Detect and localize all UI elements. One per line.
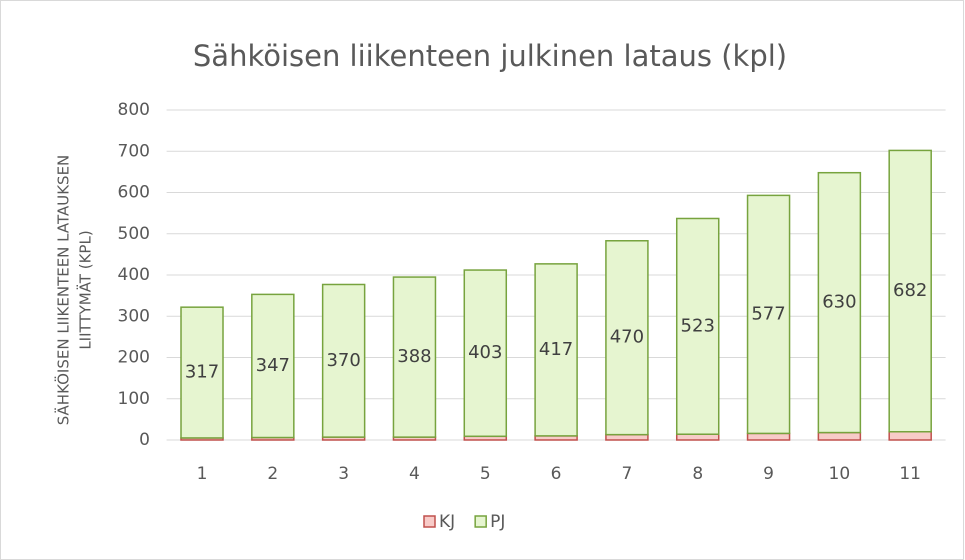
data-label: 523 bbox=[681, 315, 715, 336]
y-tick-label: 400 bbox=[118, 265, 150, 285]
x-tick-label: 8 bbox=[692, 464, 703, 484]
data-label: 347 bbox=[256, 355, 290, 376]
x-tick-label: 5 bbox=[480, 464, 491, 484]
data-label: 388 bbox=[397, 346, 431, 367]
legend-label: KJ bbox=[439, 512, 455, 532]
bar-segment bbox=[888, 431, 932, 441]
bar-segment bbox=[817, 171, 862, 434]
data-label: 470 bbox=[610, 327, 644, 348]
bar-segment bbox=[251, 293, 295, 439]
bar-segment bbox=[675, 433, 720, 441]
bar-segment bbox=[534, 263, 578, 437]
data-label: 577 bbox=[751, 303, 785, 324]
bar-segment bbox=[746, 432, 791, 441]
y-axis-label: LIITTYMÄT (KPL) bbox=[76, 230, 95, 349]
bar-segment bbox=[321, 283, 366, 438]
data-label: 317 bbox=[185, 362, 219, 383]
y-tick-label: 100 bbox=[118, 389, 150, 409]
y-tick-label: 800 bbox=[118, 100, 150, 120]
x-tick-label: 4 bbox=[409, 464, 420, 484]
y-tick-label: 200 bbox=[118, 348, 150, 368]
bar-segment bbox=[675, 217, 720, 435]
y-tick-label: 700 bbox=[118, 141, 150, 161]
data-label: 682 bbox=[893, 280, 927, 301]
data-label: 417 bbox=[539, 339, 573, 360]
x-tick-label: 2 bbox=[267, 464, 278, 484]
legend-swatch bbox=[474, 515, 487, 528]
x-tick-label: 3 bbox=[338, 464, 349, 484]
bar-segment bbox=[463, 269, 508, 438]
x-tick-label: 10 bbox=[829, 464, 851, 484]
x-tick-label: 11 bbox=[899, 464, 921, 484]
bar-segment bbox=[605, 240, 649, 436]
y-tick-label: 600 bbox=[118, 183, 150, 203]
bar-segment bbox=[605, 433, 649, 441]
data-label: 630 bbox=[822, 292, 856, 313]
x-tick-label: 7 bbox=[622, 464, 633, 484]
y-tick-label: 300 bbox=[118, 306, 150, 326]
y-tick-label: 0 bbox=[139, 430, 150, 450]
bar-segment bbox=[817, 431, 862, 441]
x-tick-label: 6 bbox=[551, 464, 562, 484]
bar-segment bbox=[180, 306, 224, 439]
chart-title: Sähköisen liikenteen julkinen lataus (kp… bbox=[193, 39, 787, 73]
data-label: 370 bbox=[326, 350, 360, 371]
legend-label: PJ bbox=[490, 512, 505, 532]
data-label: 403 bbox=[468, 342, 502, 363]
bar-segment bbox=[888, 149, 932, 433]
y-axis-label: SÄHKÖISEN LIIKENTEEN LATAUKSEN bbox=[54, 155, 73, 426]
bar-segment bbox=[746, 194, 791, 435]
x-tick-label: 9 bbox=[763, 464, 774, 484]
bar-segment bbox=[392, 276, 437, 438]
legend-swatch bbox=[423, 515, 436, 528]
y-tick-label: 500 bbox=[118, 224, 150, 244]
x-tick-label: 1 bbox=[197, 464, 208, 484]
